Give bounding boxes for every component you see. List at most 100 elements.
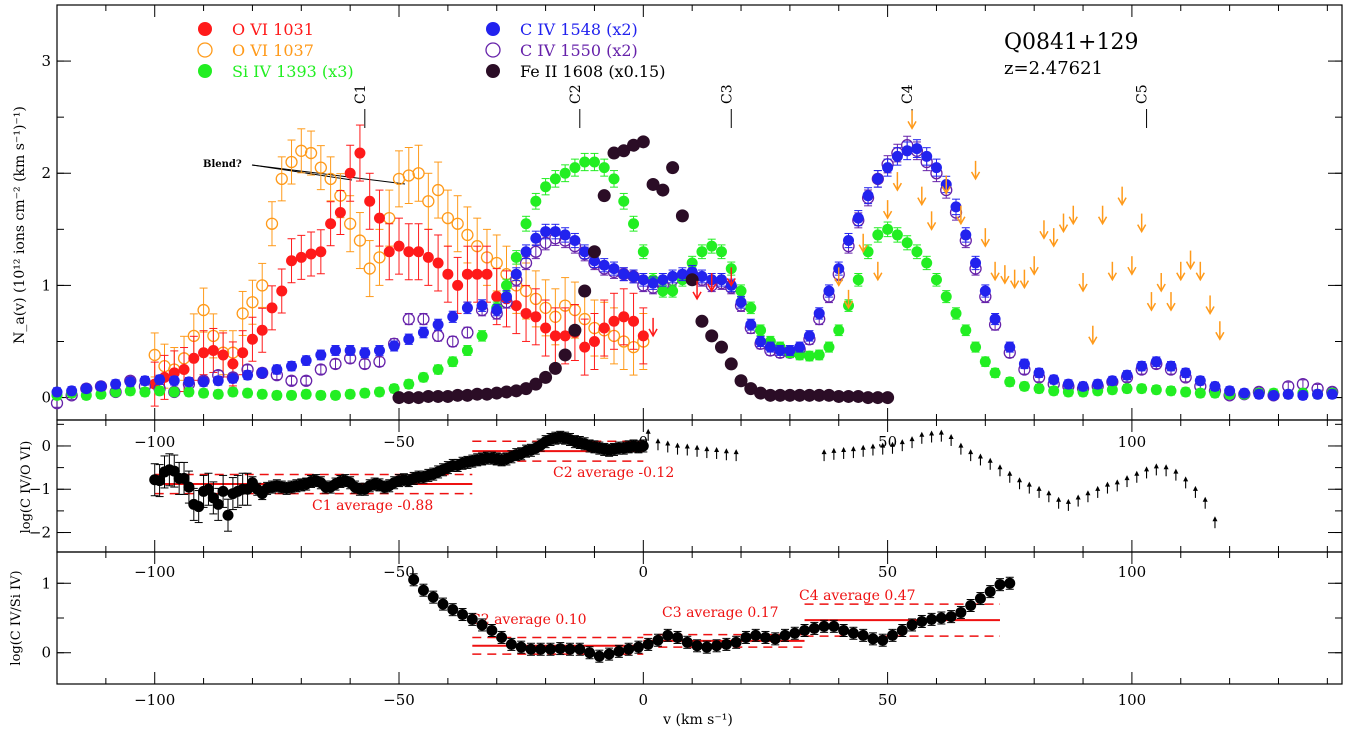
data-point (256, 279, 269, 292)
data-point (212, 375, 224, 387)
data-point (265, 217, 279, 230)
x-tick-label: −50 (383, 563, 415, 581)
data-point (1106, 375, 1118, 387)
data-point (740, 631, 752, 643)
data-point (393, 240, 405, 252)
data-point (305, 248, 317, 260)
lower-limit-arrowhead (870, 443, 876, 449)
data-point (212, 388, 224, 400)
data-point (476, 300, 488, 312)
data-point (769, 633, 781, 645)
data-point (285, 374, 298, 387)
lower-limit-arrowhead (704, 446, 710, 452)
data-point (579, 341, 591, 353)
data-point (921, 150, 933, 162)
lower-limit-arrowhead (899, 439, 905, 445)
lower-limit-arrowhead (1075, 494, 1081, 500)
data-point (1018, 358, 1030, 370)
data-point (490, 386, 504, 400)
data-point (750, 629, 762, 641)
data-point (530, 195, 542, 207)
lower-limit-arrowhead (684, 443, 690, 449)
data-point (623, 643, 635, 655)
data-point (1121, 369, 1133, 381)
lower-limit-arrowhead (723, 448, 729, 454)
data-point (705, 329, 719, 343)
data-point (598, 322, 610, 334)
upper-limit-arrowhead (834, 278, 844, 287)
data-point (544, 643, 556, 655)
upper-limit-arrowhead (1117, 197, 1127, 207)
data-point (867, 633, 879, 645)
data-point (906, 619, 918, 631)
data-point (755, 335, 767, 347)
data-point (1165, 360, 1177, 372)
data-point (877, 634, 889, 646)
lower-limit-arrowhead (1007, 470, 1013, 476)
data-point (926, 613, 938, 625)
data-point (597, 189, 611, 203)
data-point (402, 312, 415, 326)
data-point (711, 640, 723, 652)
data-point (598, 162, 610, 174)
data-point (540, 181, 552, 193)
x-tick-label: 0 (639, 563, 649, 581)
legend-label: O VI 1031 (232, 20, 314, 39)
data-point (461, 268, 473, 280)
data-point (965, 599, 977, 611)
x-tick-label: 50 (878, 433, 897, 451)
data-point (696, 270, 708, 282)
lower-limit-arrowhead (880, 442, 886, 448)
data-point (154, 385, 166, 397)
data-point (646, 177, 660, 191)
data-point (628, 315, 640, 327)
data-point (979, 356, 991, 368)
lower-limit-arrowhead (714, 446, 720, 452)
lower-limit-arrowhead (997, 464, 1003, 470)
data-point (813, 349, 825, 361)
x-tick-label: 50 (878, 691, 897, 709)
data-point (793, 388, 807, 402)
data-point (628, 270, 640, 282)
data-point (246, 333, 258, 345)
data-point (452, 279, 464, 291)
x-tick-label: 100 (1118, 433, 1147, 451)
data-point (402, 391, 416, 405)
data-point (344, 344, 356, 356)
data-point (275, 172, 288, 186)
data-point (872, 173, 884, 185)
upper-limit-arrowhead (1019, 280, 1030, 290)
data-point (266, 302, 278, 314)
data-point (256, 367, 268, 379)
data-point (353, 234, 367, 247)
data-point (237, 347, 249, 359)
data-point (593, 650, 605, 662)
data-point (799, 625, 811, 637)
data-point (755, 324, 767, 336)
data-point (970, 341, 982, 353)
upper-limit-arrowhead (843, 300, 854, 310)
x-tick-label: 100 (1118, 691, 1147, 709)
data-point (148, 348, 161, 362)
data-point (568, 323, 582, 337)
data-point (198, 376, 210, 388)
data-point (695, 314, 709, 328)
x-axis-label: v (km s⁻¹) (662, 712, 733, 728)
data-point (485, 42, 501, 58)
data-point (461, 302, 473, 314)
data-point (1106, 384, 1118, 396)
data-point (1194, 387, 1206, 399)
data-point (559, 229, 571, 241)
data-point (1238, 387, 1250, 399)
data-point (803, 350, 815, 362)
data-point (139, 375, 151, 387)
upper-limit-arrowhead (1000, 275, 1010, 285)
data-point (271, 389, 283, 401)
data-point (715, 274, 727, 286)
upper-limit-arrowhead (1176, 272, 1186, 282)
lower-limit-arrowhead (1056, 496, 1062, 502)
data-point (501, 279, 513, 291)
data-point (559, 167, 571, 179)
upper-limit-arrowhead (1127, 266, 1137, 276)
